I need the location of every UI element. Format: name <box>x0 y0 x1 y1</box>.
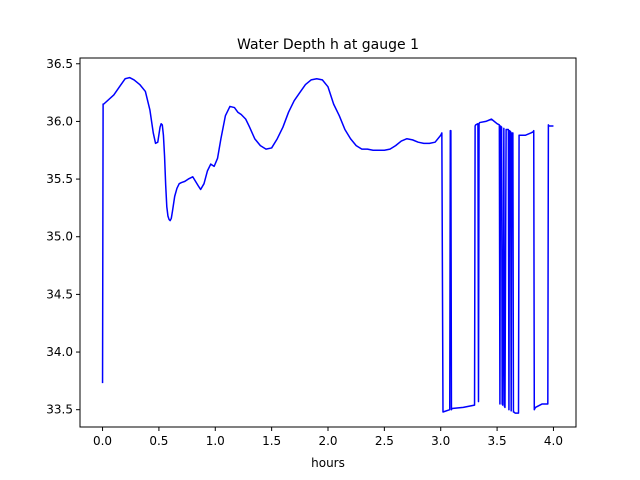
y-tick-label: 34.0 <box>46 345 73 359</box>
x-tick-label: 3.5 <box>488 434 507 448</box>
x-tick-label: 3.0 <box>431 434 450 448</box>
y-tick-label: 33.5 <box>46 403 73 417</box>
y-tick-label: 36.5 <box>46 57 73 71</box>
x-tick-label: 2.5 <box>375 434 394 448</box>
x-tick-label: 1.0 <box>206 434 225 448</box>
series-line <box>101 76 554 414</box>
x-tick-label: 4.0 <box>544 434 563 448</box>
x-tick-label: 0.5 <box>149 434 168 448</box>
chart-title: Water Depth h at gauge 1 <box>237 37 419 53</box>
x-axis-label: hours <box>311 456 345 470</box>
x-axis: 0.0 0.5 1.0 1.5 2.0 2.5 3.0 3.5 4.0 <box>93 427 563 448</box>
y-tick-label: 36.0 <box>46 114 73 128</box>
y-tick-label: 35.5 <box>46 172 73 186</box>
series-layer <box>101 76 554 414</box>
y-axis: 33.5 34.0 34.5 35.0 35.5 36.0 36.5 <box>46 57 80 417</box>
x-tick-label: 0.0 <box>93 434 112 448</box>
y-tick-label: 34.5 <box>46 287 73 301</box>
y-tick-label: 35.0 <box>46 230 73 244</box>
x-tick-label: 1.5 <box>262 434 281 448</box>
x-tick-label: 2.0 <box>318 434 337 448</box>
